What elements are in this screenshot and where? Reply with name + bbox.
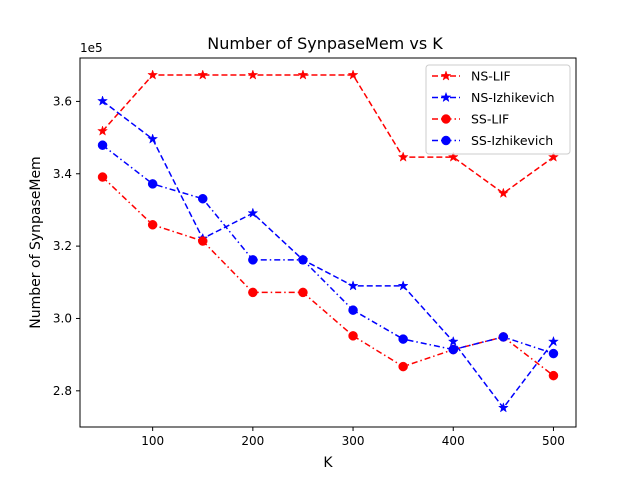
data-point [548, 370, 559, 381]
data-point [147, 133, 159, 144]
x-tick-label: 100 [141, 434, 164, 448]
data-point [197, 193, 208, 204]
series-ss-izhikevich [97, 140, 559, 359]
data-point [398, 361, 408, 372]
x-tick-label: 500 [542, 434, 565, 448]
y-offset-label: 1e5 [80, 41, 103, 55]
legend-marker [440, 70, 452, 81]
legend-label: SS-Izhikevich [471, 133, 553, 148]
data-point [247, 207, 259, 218]
data-point [297, 69, 309, 80]
data-point [547, 151, 559, 162]
legend-frame [425, 64, 571, 155]
chart-title: Number of SynpaseMem vs K [207, 34, 443, 53]
data-point [548, 348, 559, 359]
legend-item: NS-Izhikevich [432, 90, 555, 105]
data-point [348, 331, 358, 341]
data-point [298, 255, 308, 265]
data-point [147, 220, 158, 230]
data-point [97, 95, 109, 106]
data-point [397, 151, 409, 162]
data-point [348, 305, 358, 315]
data-point [248, 255, 258, 265]
data-point [497, 187, 509, 198]
data-point [298, 287, 308, 298]
x-tick-label: 400 [442, 434, 465, 448]
x-tick-label: 200 [241, 434, 264, 448]
x-tick-label: 300 [342, 434, 365, 448]
data-point [448, 344, 459, 355]
y-axis-label: Number of SynpaseMem [28, 156, 44, 328]
y-axis: 2.8 3.0 3.2 3.4 3.6 [53, 94, 80, 398]
series-layer [97, 69, 559, 413]
legend-label: NS-LIF [471, 69, 511, 84]
series-ns-lif [97, 69, 559, 198]
data-point [497, 402, 509, 413]
data-point [197, 69, 209, 80]
legend-item: NS-LIF [432, 69, 511, 84]
legend: NS-LIF NS-Izhikevich SS-LIF SS-Izhikevich [425, 64, 571, 155]
data-point [197, 236, 208, 246]
data-point [247, 69, 259, 80]
data-point [498, 332, 509, 342]
data-point [97, 172, 108, 182]
data-point [147, 69, 159, 80]
x-axis-label: K [323, 455, 333, 471]
legend-item: SS-LIF [432, 112, 509, 127]
y-tick-label: 3.2 [53, 239, 72, 253]
data-point [398, 334, 408, 344]
legend-marker [441, 135, 451, 146]
x-axis: 100 200 300 400 500 [141, 427, 565, 448]
y-tick-label: 3.0 [53, 311, 72, 325]
y-tick-label: 3.6 [53, 94, 72, 108]
data-point [347, 280, 359, 291]
y-tick-label: 3.4 [53, 167, 72, 181]
data-point [97, 140, 108, 150]
series-line [102, 100, 555, 410]
data-point [447, 151, 459, 162]
plot-frame [79, 57, 577, 428]
y-tick-label: 2.8 [53, 384, 72, 398]
data-point [97, 125, 109, 136]
series-line [102, 144, 554, 355]
legend-marker [440, 91, 452, 103]
legend-label: SS-LIF [471, 112, 509, 127]
legend-label: NS-Izhikevich [471, 90, 555, 105]
data-point [447, 335, 459, 347]
legend-marker [441, 114, 451, 124]
legend-item: SS-Izhikevich [432, 133, 553, 148]
data-point [397, 280, 409, 291]
series-line [101, 74, 554, 195]
data-point [147, 179, 158, 189]
data-point [347, 69, 359, 80]
data-point [547, 335, 559, 347]
data-point [248, 287, 258, 298]
